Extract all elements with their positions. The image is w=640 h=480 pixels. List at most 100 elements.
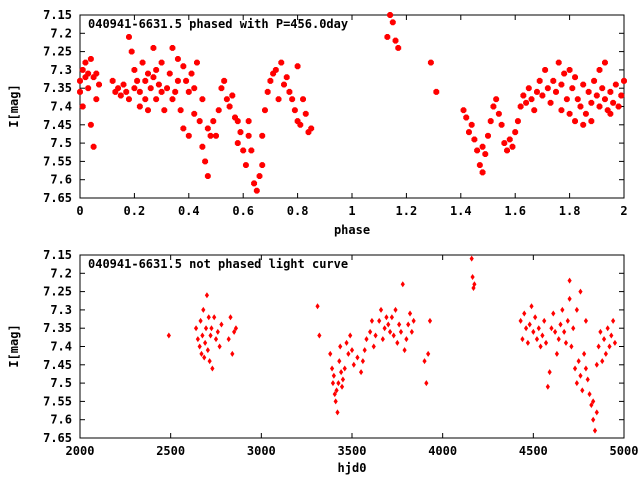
- data-point: [349, 347, 355, 354]
- data-point: [588, 118, 595, 125]
- data-point: [96, 81, 102, 88]
- y-tick-label: 7.15: [43, 248, 72, 262]
- data-point: [215, 328, 220, 335]
- x-tick-label: 2: [620, 204, 627, 218]
- data-point: [602, 96, 608, 103]
- data-point: [210, 118, 217, 125]
- data-point: [525, 85, 532, 92]
- y-axis-title: I[mag]: [7, 324, 21, 367]
- data-point: [199, 350, 204, 357]
- data-point: [174, 55, 181, 62]
- data-point: [393, 306, 398, 313]
- data-point: [487, 118, 494, 125]
- data-point: [583, 365, 589, 372]
- data-point: [340, 376, 346, 383]
- data-point: [289, 96, 296, 103]
- data-point: [544, 85, 551, 92]
- data-point: [336, 380, 341, 387]
- data-point: [561, 70, 568, 77]
- data-point: [566, 110, 573, 117]
- data-point: [534, 88, 540, 95]
- y-tick-label: 7.5: [50, 376, 72, 390]
- data-point: [463, 114, 470, 121]
- data-points: [77, 12, 627, 194]
- y-tick-label: 7.3: [50, 303, 72, 317]
- data-point: [554, 350, 560, 357]
- data-point: [131, 66, 138, 73]
- data-point: [409, 328, 414, 335]
- data-point: [251, 180, 258, 187]
- data-point: [234, 140, 241, 147]
- data-point: [490, 103, 497, 110]
- data-point: [136, 103, 143, 110]
- data-point: [230, 350, 235, 357]
- data-point: [556, 336, 561, 343]
- data-point: [538, 343, 543, 350]
- x-tick-label: 3000: [247, 444, 276, 458]
- data-point: [618, 92, 625, 99]
- data-point: [509, 143, 516, 150]
- data-point: [215, 107, 222, 114]
- y-tick-label: 7.25: [43, 285, 72, 299]
- data-point: [240, 147, 247, 154]
- data-point: [193, 325, 199, 332]
- data-point: [202, 158, 209, 165]
- data-point: [520, 92, 527, 99]
- data-point: [387, 328, 393, 335]
- data-point: [612, 339, 618, 346]
- data-point: [612, 81, 619, 88]
- data-point: [572, 365, 578, 372]
- data-point: [115, 85, 122, 92]
- data-point: [466, 129, 472, 136]
- y-tick-label: 7.4: [50, 340, 72, 354]
- data-point: [233, 325, 239, 332]
- data-point: [90, 143, 97, 150]
- data-point: [145, 107, 151, 114]
- data-point: [594, 409, 599, 416]
- data-point: [166, 70, 173, 77]
- data-point: [368, 328, 373, 335]
- data-point: [331, 372, 336, 379]
- x-tick-label: 1.8: [559, 204, 581, 218]
- data-point: [536, 325, 541, 332]
- data-point: [342, 365, 347, 372]
- data-point: [523, 325, 529, 332]
- data-point: [569, 85, 576, 92]
- data-point: [79, 66, 86, 73]
- data-point: [587, 391, 592, 398]
- data-point: [223, 96, 230, 103]
- data-point: [498, 121, 505, 128]
- data-point: [469, 255, 474, 262]
- data-point: [128, 48, 135, 55]
- x-tick-label: 4500: [519, 444, 548, 458]
- data-point: [567, 277, 572, 284]
- data-point: [560, 306, 565, 313]
- data-point: [300, 96, 306, 103]
- data-point: [607, 88, 614, 95]
- data-point: [474, 147, 481, 154]
- x-tick-label: 5000: [610, 444, 639, 458]
- data-point: [585, 376, 590, 383]
- data-point: [433, 88, 440, 95]
- data-point: [598, 328, 603, 335]
- data-point: [531, 107, 538, 114]
- data-point: [221, 77, 228, 84]
- data-point: [553, 88, 559, 95]
- data-point: [373, 332, 378, 339]
- data-point: [174, 77, 181, 84]
- data-point: [204, 173, 211, 179]
- x-tick-label: 1: [348, 204, 355, 218]
- data-point: [398, 328, 404, 335]
- data-point: [427, 59, 434, 66]
- data-point: [150, 74, 157, 81]
- data-point: [205, 347, 210, 354]
- data-point: [134, 77, 141, 84]
- data-point: [201, 306, 206, 313]
- data-point: [580, 387, 585, 394]
- data-point: [384, 34, 391, 40]
- data-point: [188, 70, 195, 77]
- data-point: [213, 336, 219, 343]
- data-point: [533, 314, 538, 321]
- data-point: [139, 59, 146, 66]
- data-point: [308, 125, 315, 132]
